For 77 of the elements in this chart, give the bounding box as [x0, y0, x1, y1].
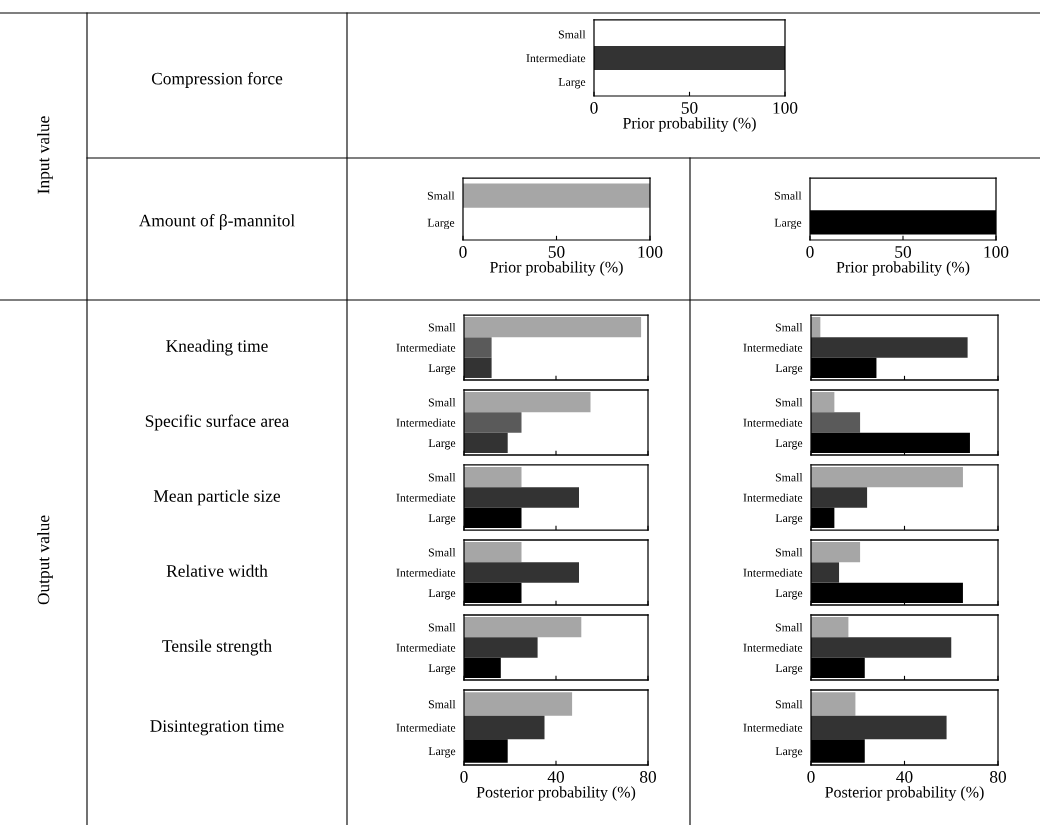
x-axis-title: Prior probability (%) — [836, 261, 970, 276]
y-tick-label: Large — [775, 364, 803, 375]
x-tick-label: 0 — [459, 246, 467, 258]
text: Relative width — [166, 564, 268, 577]
y-tick-label: Small — [775, 623, 803, 632]
text: Mean particle size — [153, 489, 281, 506]
text: Specific surface area — [145, 414, 290, 431]
y-tick-label: Small — [775, 473, 803, 482]
x-tick-label: 100 — [984, 246, 1009, 258]
text: Tensile strength — [162, 639, 272, 656]
bar — [811, 715, 947, 740]
y-tick-label: Large — [775, 439, 803, 450]
y-tick-label: Large — [558, 78, 586, 89]
y-tick-label: Large — [428, 747, 456, 758]
y-tick-label: Intermediate — [743, 568, 803, 577]
y-tick-label: Small — [428, 548, 456, 557]
text: Amount of β-mannitol — [138, 214, 295, 230]
x-tick-label: 0 — [807, 771, 815, 783]
y-tick-label: Small — [774, 191, 802, 200]
text: Output value — [37, 515, 53, 605]
y-tick-label: Large — [428, 439, 456, 450]
x-tick-label: 50 — [895, 246, 912, 258]
x-tick-label: 100 — [638, 246, 663, 258]
x-tick-label: 0 — [460, 771, 468, 783]
y-tick-label: Small — [428, 473, 456, 482]
y-tick-label: Small — [558, 30, 586, 39]
y-tick-label: Small — [428, 699, 456, 709]
y-tick-label: Large — [775, 664, 803, 675]
y-tick-label: Small — [428, 623, 456, 632]
y-tick-label: Large — [428, 364, 456, 375]
text: Compression force — [151, 72, 283, 88]
y-tick-label: Small — [775, 398, 803, 407]
y-tick-label: Small — [427, 191, 455, 200]
y-tick-label: Intermediate — [396, 493, 456, 502]
text: Disintegration time — [150, 720, 284, 736]
x-tick-label: 80 — [639, 771, 657, 783]
bar — [464, 715, 545, 740]
x-tick-label: 50 — [681, 102, 698, 114]
y-tick-label: Large — [775, 589, 803, 600]
bar — [811, 692, 856, 716]
y-tick-label: Large — [775, 747, 803, 758]
y-tick-label: Large — [428, 514, 456, 525]
y-tick-label: Large — [427, 218, 455, 230]
y-tick-label: Large — [428, 589, 456, 600]
y-tick-label: Intermediate — [396, 643, 456, 652]
text: Kneading time — [166, 339, 268, 356]
y-tick-label: Intermediate — [743, 493, 803, 502]
y-tick-label: Intermediate — [743, 418, 803, 427]
x-tick-label: 0 — [590, 102, 598, 114]
y-tick-label: Large — [775, 514, 803, 525]
x-tick-label: 100 — [773, 102, 798, 114]
x-axis-title: Prior probability (%) — [489, 261, 623, 276]
y-tick-label: Intermediate — [396, 568, 456, 577]
x-tick-label: 40 — [896, 771, 913, 783]
x-axis-title: Posterior probability (%) — [476, 786, 636, 801]
y-tick-label: Small — [428, 398, 456, 407]
x-tick-label: 50 — [548, 246, 565, 258]
y-tick-label: Intermediate — [396, 343, 456, 352]
y-tick-label: Intermediate — [743, 343, 803, 352]
y-tick-label: Large — [428, 664, 456, 675]
x-tick-label: 40 — [547, 771, 565, 783]
y-tick-label: Small — [775, 323, 803, 332]
y-tick-label: Intermediate — [396, 418, 456, 427]
y-tick-label: Large — [774, 218, 802, 230]
x-axis-title: Prior probability (%) — [622, 117, 756, 132]
y-tick-label: Small — [428, 323, 456, 332]
x-tick-label: 0 — [806, 246, 814, 258]
y-tick-label: Intermediate — [743, 643, 803, 652]
y-tick-label: Small — [775, 548, 803, 557]
x-axis-title: Posterior probability (%) — [825, 786, 984, 801]
y-tick-label: Small — [775, 699, 803, 709]
y-tick-label: Intermediate — [396, 723, 456, 732]
bar — [464, 692, 573, 716]
text: Input value — [37, 116, 53, 194]
y-tick-label: Intermediate — [743, 723, 803, 732]
y-tick-label: Intermediate — [526, 53, 586, 63]
x-tick-label: 80 — [989, 771, 1007, 783]
